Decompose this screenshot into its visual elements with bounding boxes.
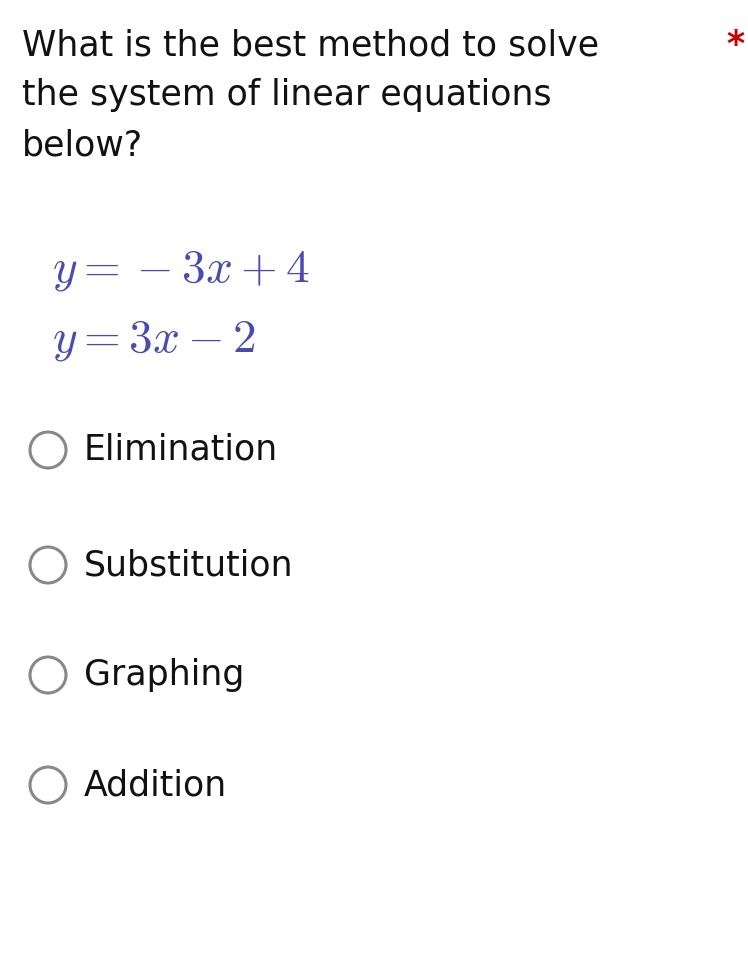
Text: Graphing: Graphing [84, 658, 245, 692]
Text: What is the best method to solve: What is the best method to solve [22, 28, 599, 62]
Text: $y = 3x - 2$: $y = 3x - 2$ [52, 318, 256, 363]
Text: $y = -3x + 4$: $y = -3x + 4$ [52, 248, 310, 293]
Text: Elimination: Elimination [84, 433, 278, 467]
Text: Addition: Addition [84, 768, 227, 802]
Text: below?: below? [22, 128, 143, 162]
Text: *: * [726, 28, 744, 62]
Text: the system of linear equations: the system of linear equations [22, 78, 551, 112]
Text: Substitution: Substitution [84, 548, 294, 582]
